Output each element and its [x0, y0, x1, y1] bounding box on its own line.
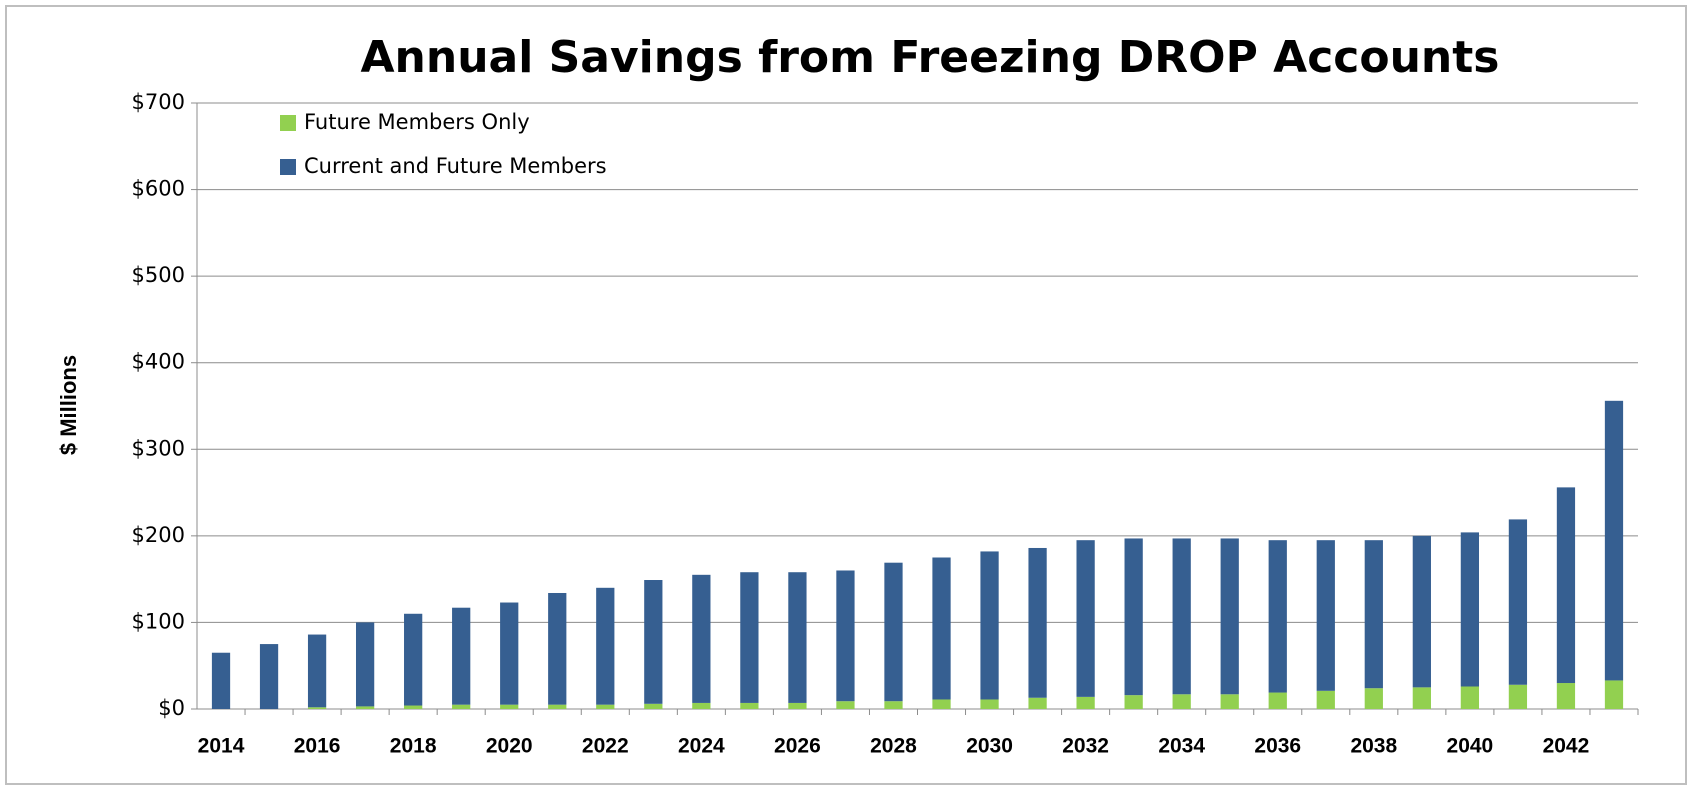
x-tick-label: 2014: [198, 735, 245, 758]
bar-segment: [1412, 535, 1431, 688]
bar-segment: [644, 580, 663, 704]
bar-segment: [307, 707, 327, 709]
bar-segment: [1172, 694, 1191, 709]
x-tick-label: 2042: [1543, 735, 1590, 758]
chart-title: Annual Savings from Freezing DROP Accoun…: [361, 32, 1500, 83]
bar-segment: [1316, 690, 1335, 709]
bar-segment: [1076, 696, 1095, 709]
bar-segment: [980, 551, 999, 700]
bar-segment: [740, 572, 759, 703]
bar-segment: [452, 704, 471, 709]
legend-swatch: [280, 115, 296, 131]
bar-segment: [740, 702, 759, 709]
bar-segment: [259, 644, 279, 709]
bar-segment: [404, 613, 423, 706]
bar-segment: [1460, 532, 1480, 687]
bar-segment: [1604, 400, 1624, 681]
y-tick-label: $200: [132, 523, 185, 547]
y-axis-label: $ Millions: [56, 355, 81, 455]
bar-segment: [404, 705, 423, 709]
bar-segment: [1220, 538, 1239, 695]
bar-segment: [1076, 540, 1095, 697]
bar-segment: [500, 704, 519, 709]
bar-segment: [1556, 683, 1576, 709]
bar-segment: [884, 701, 903, 709]
bar-segment: [1508, 519, 1528, 685]
y-tick-label: $300: [132, 436, 185, 460]
bar-segment: [596, 587, 615, 705]
bar-segment: [548, 704, 567, 709]
y-tick-label: $0: [158, 696, 185, 720]
bar-segment: [1604, 680, 1624, 709]
bar-segment: [1124, 538, 1143, 696]
bar-segment: [1172, 538, 1191, 695]
bar-segment: [1028, 697, 1047, 709]
bar-segment: [355, 706, 375, 709]
bar-segment: [1268, 692, 1287, 709]
bar-segment: [788, 572, 807, 703]
bar-segment: [788, 702, 807, 709]
bar-segment: [452, 607, 471, 705]
bar-segment: [596, 704, 615, 709]
x-tick-label: 2026: [774, 735, 821, 758]
bar-segment: [1028, 547, 1047, 698]
x-tick-label: 2030: [966, 735, 1013, 758]
bar-segment: [1364, 540, 1383, 689]
x-tick-label: 2036: [1254, 735, 1301, 758]
bar-segment: [307, 634, 327, 708]
y-tick-label: $400: [132, 350, 185, 374]
bar-segment: [692, 574, 711, 703]
x-tick-label: 2018: [390, 735, 437, 758]
bar-segment: [980, 699, 999, 709]
bar-segment: [932, 557, 951, 700]
bar-segment: [1508, 684, 1528, 709]
y-tick-label: $500: [132, 263, 185, 287]
y-tick-label: $100: [132, 609, 185, 633]
bar-segment: [644, 703, 663, 709]
legend-swatch: [280, 159, 296, 175]
x-tick-label: 2040: [1447, 735, 1494, 758]
bar-segment: [836, 701, 855, 709]
legend-label: Future Members Only: [304, 110, 530, 134]
bar-segment: [692, 702, 711, 709]
bar-segment: [932, 699, 951, 709]
bar-segment: [1364, 688, 1383, 709]
bar-segment: [1412, 687, 1431, 709]
bar-segment: [836, 570, 855, 702]
legend-label: Current and Future Members: [304, 154, 607, 178]
bar-segment: [1124, 695, 1143, 709]
x-tick-label: 2028: [870, 735, 917, 758]
bar-segment: [211, 652, 231, 709]
x-tick-label: 2024: [678, 735, 725, 758]
bar-segment: [1556, 487, 1576, 684]
x-tick-label: 2020: [486, 735, 533, 758]
bar-segment: [1220, 694, 1239, 709]
x-tick-label: 2032: [1062, 735, 1109, 758]
y-tick-label: $600: [132, 177, 185, 201]
bar-segment: [1460, 686, 1480, 709]
bar-segment: [1268, 540, 1287, 693]
bar-segment: [500, 602, 519, 705]
bar-segment: [884, 562, 903, 702]
bar-segment: [548, 592, 567, 705]
x-tick-label: 2016: [294, 735, 341, 758]
y-tick-label: $700: [132, 90, 185, 114]
x-tick-label: 2034: [1158, 735, 1205, 758]
bar-segment: [1316, 540, 1335, 691]
bar-segment: [355, 622, 375, 707]
x-tick-label: 2038: [1350, 735, 1397, 758]
x-tick-label: 2022: [582, 735, 629, 758]
